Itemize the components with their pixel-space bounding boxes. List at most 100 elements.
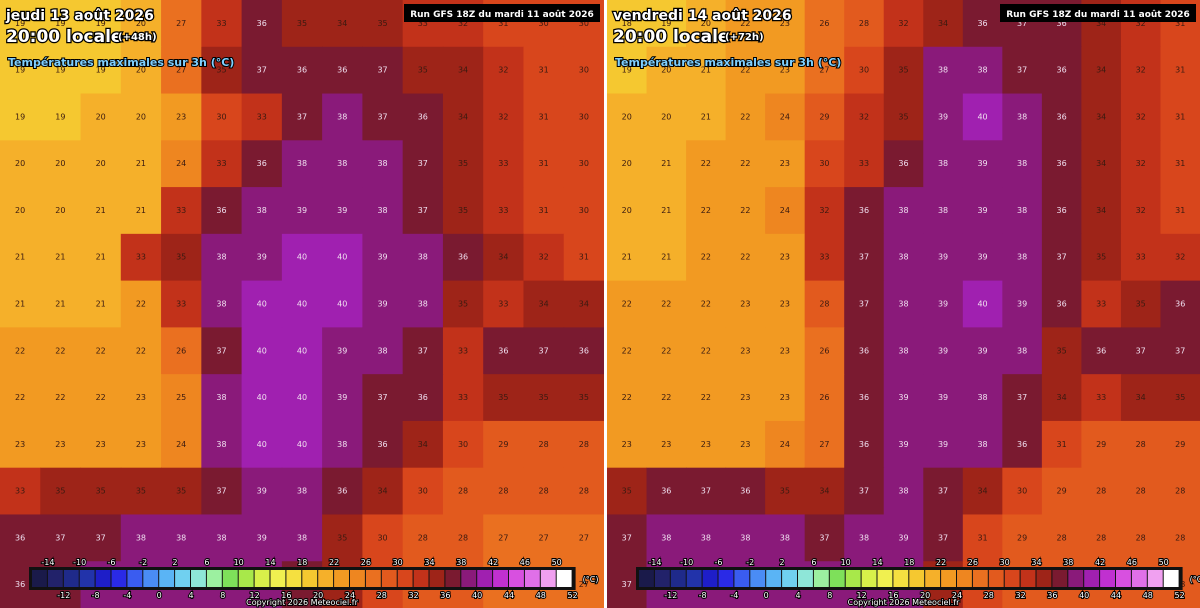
scale-tick-label: 38 (1063, 558, 1073, 567)
temperature-value: 35 (898, 112, 908, 121)
temperature-value: 22 (740, 19, 750, 28)
temperature-cell (923, 0, 964, 48)
scale-swatch (1116, 570, 1131, 587)
scale-tick-label: 12 (857, 591, 867, 600)
temperature-cell (40, 0, 82, 48)
temperature-value: 20 (136, 112, 146, 121)
temperature-value: 22 (661, 393, 671, 402)
scale-swatch (861, 570, 877, 587)
temperature-value: 37 (216, 346, 226, 355)
temperature-value: 38 (740, 533, 750, 542)
temperature-cell (241, 514, 283, 562)
temperature-value: 38 (216, 440, 226, 449)
temperature-value: 23 (176, 112, 186, 121)
temperature-cell (725, 46, 766, 95)
temperature-cell (883, 514, 924, 562)
temperature-cell (1120, 140, 1161, 188)
temperature-value: 35 (216, 66, 226, 75)
temperature-cell (201, 327, 243, 375)
temperature-cell (646, 514, 687, 562)
temperature-value: 38 (216, 393, 226, 402)
temperature-cell (923, 327, 964, 375)
temperature-cell (281, 0, 323, 48)
temperature-cell (607, 233, 648, 282)
temperature-cell (40, 93, 82, 141)
run-box (1000, 4, 1196, 22)
temperature-cell (1160, 420, 1200, 469)
temperature-cell (241, 0, 283, 48)
temperature-value: 34 (579, 300, 589, 309)
temperature-cell (1160, 187, 1200, 235)
scale-swatch (798, 570, 813, 587)
scale-tick-label: 16 (888, 591, 898, 600)
temperature-value: 22 (15, 393, 25, 402)
temperature-cell (322, 467, 363, 515)
scale-swatch (445, 570, 461, 587)
temperature-cell (686, 233, 727, 282)
temperature-value: 39 (977, 206, 987, 215)
temperature-cell (241, 467, 283, 515)
temperature-cell (120, 467, 162, 515)
temperature-cell (523, 93, 565, 141)
temperature-value: 24 (780, 112, 790, 121)
temperature-cell (1120, 374, 1161, 422)
temperature-value: 28 (539, 487, 549, 496)
temperature-cell (483, 374, 524, 422)
temperature-value: 22 (701, 206, 711, 215)
temperature-cell (804, 280, 845, 328)
temperature-cell (80, 233, 122, 282)
temperature-value: 40 (337, 253, 347, 262)
temperature-value: 19 (55, 66, 65, 75)
temperature-value: 38 (977, 440, 987, 449)
temperature-cell (483, 420, 524, 469)
temperature-value: 40 (977, 112, 987, 121)
temperature-value: 21 (661, 159, 671, 168)
temperature-cell (523, 327, 565, 375)
temperature-cell (725, 233, 766, 282)
scale-swatch (350, 570, 365, 587)
temperature-cell (765, 46, 806, 95)
temperature-cell (442, 374, 484, 422)
temperature-value: 22 (55, 393, 65, 402)
temperature-value: 33 (418, 19, 428, 28)
temperature-cell (804, 93, 845, 141)
temperature-value: 22 (136, 346, 146, 355)
scale-swatch (254, 570, 270, 587)
temperature-value: 35 (176, 253, 186, 262)
temperature-value: 37 (622, 533, 632, 542)
temperature-value: 22 (740, 253, 750, 262)
temperature-cell (402, 374, 444, 422)
temperature-cell (962, 140, 1003, 188)
temperature-value: 35 (622, 487, 632, 496)
scale-swatch (397, 570, 413, 587)
temperature-cell (1160, 93, 1200, 141)
temperature-cell (1081, 46, 1122, 95)
scale-swatch (877, 570, 893, 587)
scale-tick-label: 44 (1111, 591, 1121, 600)
scale-tick-label: 28 (377, 591, 387, 600)
temperature-cell (402, 420, 444, 469)
temperature-cell (1002, 93, 1043, 141)
temperature-cell (646, 327, 687, 375)
temperature-value: 23 (55, 440, 65, 449)
scale-swatch (750, 570, 766, 587)
temperature-value: 36 (1057, 206, 1067, 215)
scale-swatch (477, 570, 493, 587)
temperature-value: 37 (819, 533, 829, 542)
temperature-value: 39 (257, 253, 267, 262)
temperature-cell (686, 514, 727, 562)
temperature-cell (120, 514, 162, 562)
temperature-cell (1160, 467, 1200, 515)
temperature-value: 38 (297, 533, 307, 542)
temperature-value: 20 (622, 206, 632, 215)
scale-swatch (461, 570, 477, 587)
temperature-value: 30 (579, 159, 589, 168)
temperature-cell (686, 420, 727, 469)
temperature-value: 38 (337, 112, 347, 121)
run-box (404, 4, 600, 22)
scale-swatch (429, 570, 445, 587)
temperature-cell (281, 467, 323, 515)
temperature-value: 33 (176, 206, 186, 215)
temperature-value: 23 (740, 393, 750, 402)
temperature-value: 38 (898, 253, 908, 262)
